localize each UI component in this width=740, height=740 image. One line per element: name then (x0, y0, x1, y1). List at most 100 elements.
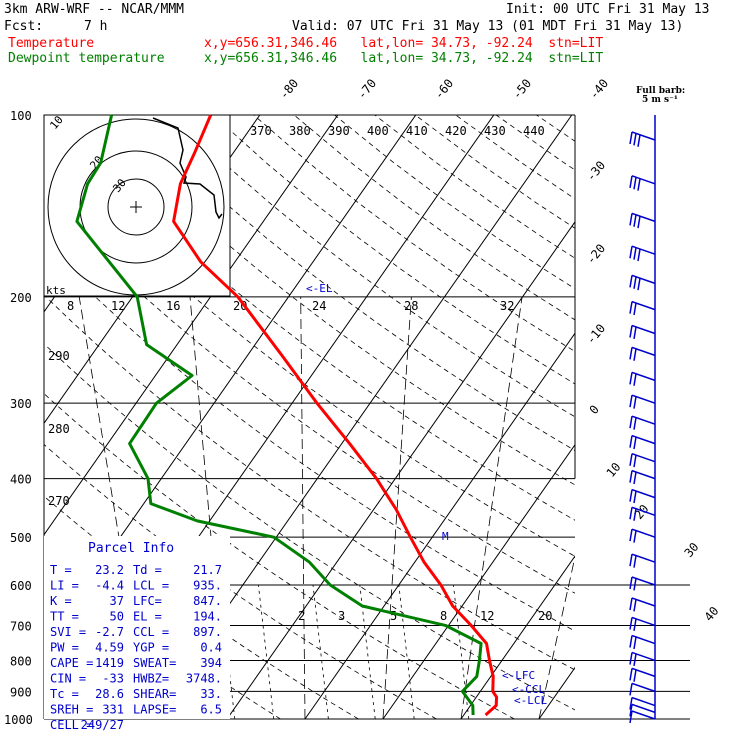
wind-barb-flag (629, 668, 633, 681)
parcel-box-bg (44, 536, 230, 719)
wind-barb-flag (633, 396, 637, 409)
wind-barb-shaft (631, 682, 656, 693)
wind-barb-flag (633, 599, 637, 612)
wind-barb-flag (633, 348, 637, 361)
wind-barb-shaft (631, 434, 656, 445)
wind-barb (629, 371, 656, 386)
wind-barb-shaft (631, 553, 656, 563)
wind-barb-flag (637, 134, 641, 147)
lfc-marker: <-LFC (502, 669, 535, 682)
wind-barb-shaft (631, 394, 656, 404)
wind-barb-shaft (631, 469, 656, 480)
wind-barb (629, 488, 656, 504)
dry-adiabat (213, 115, 575, 385)
parcel-row-value: -4.4 (95, 579, 124, 593)
parcel-row-label: YGP = (133, 641, 169, 655)
wind-barb-shaft (631, 245, 656, 255)
pressure-label: 700 (10, 619, 32, 633)
temperature-tick-label: -80 (277, 76, 302, 102)
parcel-row-value: 249/27 (81, 718, 124, 732)
wind-barb-flag (629, 617, 633, 630)
mixing-ratio-label: 20 (538, 609, 552, 623)
wind-barb-shaft (631, 576, 656, 586)
isotherm-line (695, 115, 740, 719)
wind-barb-flag (633, 471, 637, 485)
pressure-label: 400 (10, 473, 32, 487)
wind-barb (629, 616, 656, 631)
pressure-label: 200 (10, 291, 32, 305)
wind-barb-flag (629, 453, 633, 466)
hodograph-frame (43, 114, 231, 297)
parcel-row-label: EL = (133, 610, 162, 624)
theta-label: 370 (250, 124, 272, 138)
wind-barb-shaft (631, 488, 656, 499)
wind-barb-shaft (631, 131, 656, 141)
hodograph-speed-label: 24 (312, 299, 326, 313)
wind-barb (629, 696, 656, 710)
wind-barb (629, 175, 656, 191)
theta-label: 400 (367, 124, 389, 138)
wind-barb-flag (629, 529, 633, 542)
init-time: Init: 00 UTC Fri 31 May 13 (506, 2, 710, 17)
wind-barb (629, 212, 656, 229)
wind-barb-flag (629, 635, 633, 648)
wind-barb (629, 634, 656, 650)
wind-barb (629, 131, 656, 147)
wind-barb-flag (629, 213, 633, 226)
dry-adiabat (44, 198, 575, 594)
temperature-tick-label: -10 (584, 321, 609, 347)
parcel-row-value: 21.7 (193, 563, 222, 577)
wind-barb (629, 245, 656, 262)
dewpoint-location-info: x,y=656.31,346.46 lat,lon= 34.73, -92.24… (204, 51, 604, 66)
wind-barb-shaft (631, 212, 656, 223)
parcel-row-label: CCL = (133, 625, 169, 639)
parcel-row-label: HWBZ= (133, 672, 169, 686)
parcel-row-label: LFC= (133, 594, 162, 608)
mixing-ratio-line (398, 584, 415, 719)
parcel-row-value: 50 (110, 610, 124, 624)
hodograph-speed-label: 28 (404, 299, 418, 313)
dry-adiabat (415, 115, 575, 229)
wind-barb-flag (633, 555, 637, 568)
parcel-row-value: 28.6 (95, 687, 124, 701)
theta-label: 440 (523, 124, 545, 138)
mixing-ratio-label: 5 (390, 609, 397, 623)
wind-barb-flag (629, 554, 633, 567)
wind-barb-flag (633, 276, 637, 289)
parcel-row-value: 4.59 (95, 641, 124, 655)
parcel-row-value: 897. (193, 625, 222, 639)
wind-barb-flag (629, 416, 633, 429)
wind-barb-flag (633, 436, 637, 450)
lcl-marker: <-LCL (514, 694, 547, 707)
theta-label: 420 (445, 124, 467, 138)
theta-label: 380 (289, 124, 311, 138)
temperature-location-info: x,y=656.31,346.46 lat,lon= 34.73, -92.24… (204, 36, 604, 51)
wind-barb (629, 274, 656, 291)
wind-barb (629, 667, 656, 682)
moist-adiabat (382, 296, 412, 719)
wind-barb-shaft (631, 371, 656, 382)
parcel-row-value: 847. (193, 594, 222, 608)
el-marker: <-EL (306, 282, 333, 295)
wind-barb-shaft (631, 703, 656, 714)
dry-adiabat (495, 115, 575, 171)
wind-barb-flag (633, 214, 637, 227)
wind-barb-shaft (631, 710, 656, 720)
wind-barb-flag (629, 652, 633, 665)
isotherm-line (460, 555, 575, 719)
theta-label: 410 (406, 124, 428, 138)
wind-barb-shaft (631, 300, 656, 311)
wind-barb (629, 710, 656, 724)
hodograph-speed-label: 32 (500, 299, 514, 313)
wind-barb-shaft (631, 597, 656, 607)
hodograph-trace (152, 117, 223, 220)
isotherm-line (538, 666, 575, 719)
ccl-marker: <-CCL (512, 683, 545, 696)
temperature-tick-label: -60 (432, 76, 457, 102)
wind-barb (629, 506, 656, 521)
dry-adiabat (44, 246, 575, 632)
barb-legend-line1: Full barb: (636, 86, 686, 96)
wind-barb-shaft (631, 616, 656, 627)
hodograph-ring (107, 178, 165, 236)
wind-barb-shaft (631, 453, 656, 463)
